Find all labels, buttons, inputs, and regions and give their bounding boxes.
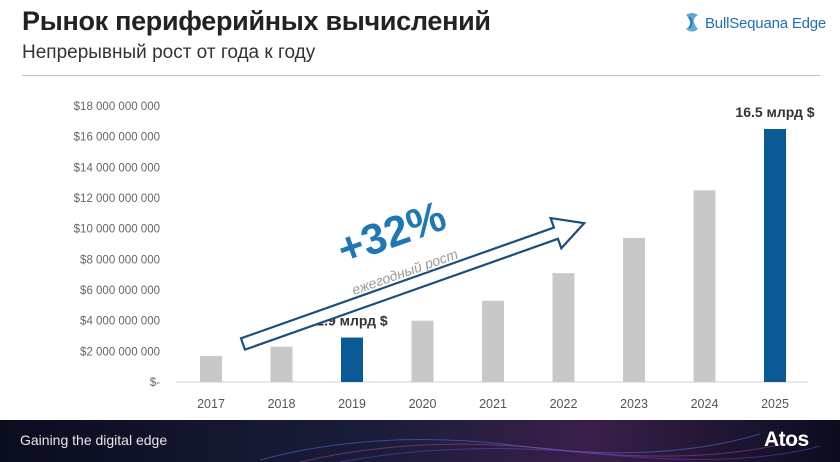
- y-axis: $- $2 000 000 000 $4 000 000 000 $6 000 000…: [74, 101, 808, 389]
- x-tick-label: 2025: [761, 397, 789, 411]
- x-tick-label: 2020: [409, 397, 437, 411]
- y-tick-label: $18 000 000 000: [74, 101, 160, 113]
- bar-2017: [200, 355, 222, 382]
- x-axis: 2017 2018 2019 2020 2021 2022 2023 2024 2025: [197, 397, 789, 411]
- page-subtitle: Непрерывный рост от года к году: [22, 42, 316, 63]
- bullsequana-logo-icon: [686, 13, 698, 32]
- bar-2021: [482, 300, 504, 382]
- y-tick-label: $12 000 000 000: [74, 193, 160, 205]
- footer-wave-decoration: [0, 420, 840, 462]
- page-title: Рынок периферийных вычислений: [22, 6, 491, 36]
- y-tick-label: $4 000 000 000: [80, 316, 160, 328]
- bar-2019: [341, 337, 363, 382]
- x-tick-label: 2023: [620, 397, 648, 411]
- footer-tagline: Gaining the digital edge: [20, 432, 168, 448]
- x-tick-label: 2018: [268, 397, 296, 411]
- bar-2023: [623, 237, 645, 382]
- y-tick-label: $10 000 000 000: [74, 224, 160, 236]
- header-divider: [22, 75, 820, 76]
- y-tick-label: $16 000 000 000: [74, 132, 160, 144]
- growth-arrow: [239, 216, 587, 352]
- bars: [200, 129, 786, 382]
- brand-logo: BullSequana Edge: [682, 10, 826, 36]
- x-tick-label: 2022: [550, 397, 578, 411]
- x-tick-label: 2019: [338, 397, 366, 411]
- y-tick-label: $6 000 000 000: [80, 285, 160, 297]
- data-label-2025: 16.5 млрд $: [735, 104, 814, 120]
- y-tick-label: $14 000 000 000: [74, 162, 160, 174]
- y-tick-label: $-: [150, 377, 160, 389]
- x-tick-label: 2024: [691, 397, 719, 411]
- logo-text: BullSequana Edge: [705, 14, 827, 32]
- bar-2025: [764, 129, 786, 382]
- bar-2022: [552, 273, 575, 382]
- footer-bar: Gaining the digital edge Atos: [0, 420, 840, 462]
- y-tick-label: $2 000 000 000: [80, 346, 160, 358]
- y-tick-label: $8 000 000 000: [80, 254, 160, 266]
- x-tick-label: 2017: [197, 397, 225, 411]
- bar-chart: $- $2 000 000 000 $4 000 000 000 $6 000 000…: [74, 101, 815, 411]
- bar-2018: [270, 346, 293, 382]
- bar-2020: [411, 320, 434, 382]
- atos-logo: Atos: [764, 428, 809, 451]
- x-tick-label: 2021: [479, 397, 507, 411]
- bar-2024: [693, 190, 716, 382]
